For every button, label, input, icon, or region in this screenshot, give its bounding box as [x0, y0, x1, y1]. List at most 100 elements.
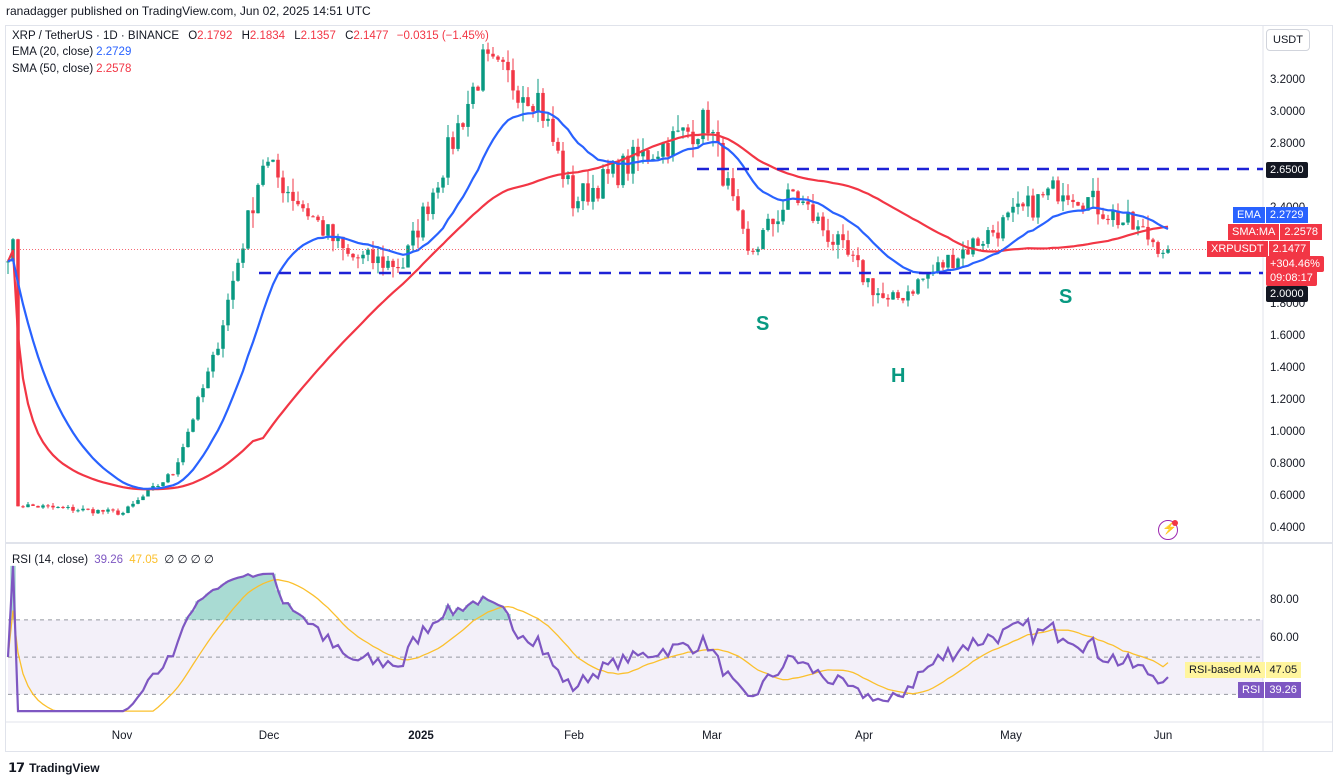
candle-body: [826, 230, 830, 242]
rsi-legend-extra: ∅ ∅ ∅ ∅: [164, 554, 214, 566]
tradingview-logo[interactable]: 𝟭𝟳 TradingView: [8, 760, 100, 776]
candle-body: [321, 220, 325, 236]
candle-body: [726, 178, 730, 186]
symbol-title: XRP / TetherUS · 1D · BINANCE: [12, 30, 180, 42]
candle-body: [436, 187, 440, 193]
currency-selector[interactable]: USDT: [1266, 29, 1310, 51]
candle-body: [876, 293, 880, 296]
candle-body: [836, 234, 840, 245]
candle-body: [446, 137, 450, 178]
candle-body: [56, 506, 60, 508]
price-tick-label: 2.8000: [1270, 138, 1306, 150]
rsi-ma-legend-value: 47.05: [129, 554, 159, 566]
candle-body: [621, 155, 625, 186]
candle-body: [471, 86, 475, 104]
candle-body: [851, 254, 855, 256]
candle-body: [991, 230, 995, 233]
ema-legend[interactable]: EMA (20, close) 2.2729: [12, 46, 131, 58]
candle-body: [1011, 206, 1015, 213]
candle-body: [91, 509, 95, 514]
candle-body: [146, 490, 150, 497]
candle-body: [831, 241, 835, 245]
candle-body: [681, 127, 685, 131]
candle-timer-tag: 09:08:17: [1266, 270, 1317, 286]
candle-body: [191, 419, 195, 432]
candle-body: [136, 500, 140, 504]
candle-body: [581, 183, 585, 202]
candle-body: [1116, 210, 1120, 226]
time-label-may: May: [1000, 730, 1022, 742]
candle-body: [896, 292, 900, 298]
candle-body: [386, 260, 390, 268]
candle-body: [241, 248, 245, 263]
candle-body: [171, 474, 175, 476]
candle-body: [546, 118, 550, 121]
candle-body: [211, 354, 215, 372]
candle-body: [481, 49, 485, 91]
candle-body: [51, 505, 55, 508]
symbol-legend[interactable]: XRP / TetherUS · 1D · BINANCE O2.1792 H2…: [12, 30, 489, 42]
candle-body: [561, 150, 565, 180]
candle-body: [121, 512, 125, 515]
candle-body: [116, 510, 120, 515]
candle-body: [816, 216, 820, 221]
price-tick-label: 0.6000: [1270, 490, 1306, 502]
candle-body: [1056, 180, 1060, 202]
candle-body: [266, 161, 270, 166]
candle-body: [636, 146, 640, 157]
ema-legend-label: EMA (20, close): [12, 46, 94, 58]
candle-body: [986, 230, 990, 244]
candle-body: [371, 249, 375, 264]
candle-body: [666, 142, 670, 157]
candle-body: [301, 204, 305, 209]
candle-body: [246, 210, 250, 249]
candle-body: [641, 150, 645, 157]
candle-body: [416, 230, 420, 238]
candle-body: [86, 508, 90, 510]
candle-body: [351, 253, 355, 258]
candle-body: [926, 274, 930, 279]
candle-body: [1046, 188, 1050, 196]
candle-body: [1111, 210, 1115, 221]
price-tick-label: 3.0000: [1270, 106, 1306, 118]
candle-body: [361, 254, 365, 259]
time-label-nov: Nov: [111, 730, 133, 742]
time-label-mar: Mar: [702, 730, 722, 742]
candle-body: [516, 90, 520, 103]
sma-legend-value: 2.2578: [96, 63, 132, 75]
candle-body: [936, 262, 940, 272]
left-shoulder-label: S: [756, 313, 770, 335]
price-tick-label: 1.4000: [1270, 362, 1306, 374]
candle-body: [291, 191, 295, 201]
candle-body: [431, 192, 435, 215]
candle-body: [1091, 190, 1095, 198]
candle-body: [66, 506, 70, 508]
candle-body: [761, 229, 765, 249]
candle-body: [456, 123, 460, 149]
candle-body: [391, 260, 395, 267]
sma-legend[interactable]: SMA (50, close) 2.2578: [12, 63, 131, 75]
candle-body: [996, 232, 1000, 239]
candle-body: [31, 504, 35, 506]
rsi-legend[interactable]: RSI (14, close) 39.26 47.05 ∅ ∅ ∅ ∅: [12, 552, 214, 566]
candle-body: [736, 196, 740, 211]
alert-badge-dot: [1172, 520, 1178, 526]
candle-body: [486, 49, 490, 54]
candle-body: [331, 224, 335, 242]
candle-body: [61, 506, 65, 508]
candle-body: [1001, 217, 1005, 239]
candle-body: [951, 254, 955, 269]
publish-caption: ranadagger published on TradingView.com,…: [6, 4, 371, 18]
candle-body: [6, 261, 10, 263]
candle-body: [676, 130, 680, 132]
candle-body: [106, 509, 110, 512]
candle-body: [1096, 190, 1100, 215]
candle-body: [571, 175, 575, 209]
candle-body: [701, 109, 705, 140]
support-level-tag: 2.0000: [1266, 286, 1308, 302]
candle-body: [111, 509, 115, 511]
candle-body: [551, 118, 555, 142]
candle-body: [966, 249, 970, 255]
candle-body: [686, 127, 690, 132]
